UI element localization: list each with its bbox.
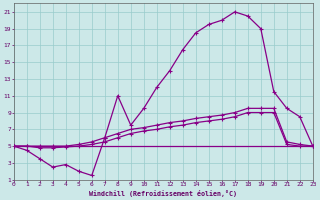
X-axis label: Windchill (Refroidissement éolien,°C): Windchill (Refroidissement éolien,°C) [89,190,237,197]
